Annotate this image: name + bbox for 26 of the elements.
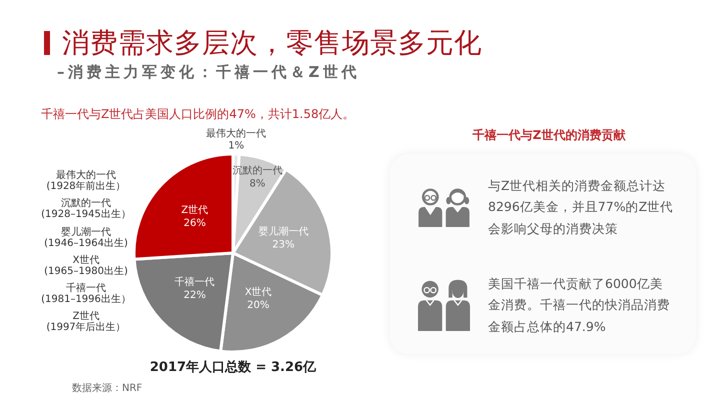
slice-label: 沉默的一代 <box>232 164 282 177</box>
text: X世代 (1965–1980出生) <box>43 254 129 279</box>
chart-title: 消费需求多层次，零售场景多元化 <box>62 26 482 60</box>
text: 沉默的一代 (1928–1945出生） <box>40 198 132 222</box>
text: Z世代 (1997年后出生） <box>45 311 127 336</box>
data-label: 26% <box>184 218 206 230</box>
slice-label: 最伟大的一代 <box>206 128 266 140</box>
slice-label: 千禧一代 <box>174 276 215 288</box>
data-label: 1% <box>228 140 244 152</box>
slice-label: Z世代 <box>181 204 208 216</box>
text: 美国千禧一代贡献了6000亿美金消费。千禧一代的快消品消费金额占总体的47.9% <box>488 274 671 336</box>
data-label: 20% <box>247 300 270 312</box>
text: 千禧一代 (1981–1996出生） <box>40 283 132 308</box>
data-label: 8% <box>250 178 266 190</box>
text: 与Z世代相关的消费金额总计达8296亿美金，并且77%的Z世代会影响父母的消费决策 <box>488 176 674 238</box>
text: 婴儿潮一代 (1946–1964出生) <box>43 226 129 251</box>
data-label: 23% <box>272 239 295 250</box>
text: 千禧一代与Z世代的消费贡献 <box>472 127 626 143</box>
text: 千禧一代与Z世代占美国人口比例的47%，共计1.58亿人。 <box>41 106 355 122</box>
text: 最伟大的一代 (1928年前出生） <box>45 170 127 194</box>
slice-label: 婴儿潮一代 <box>258 225 308 238</box>
chart-subtitle: –消费主力军变化：千禧一代＆Z世代 <box>57 62 360 82</box>
text: 2017年人口总数 = 3.26亿 <box>148 359 318 377</box>
data-label: 22% <box>184 290 206 301</box>
source-note: 数据来源：NRF <box>72 382 142 395</box>
slice-label: X世代 <box>244 286 272 298</box>
